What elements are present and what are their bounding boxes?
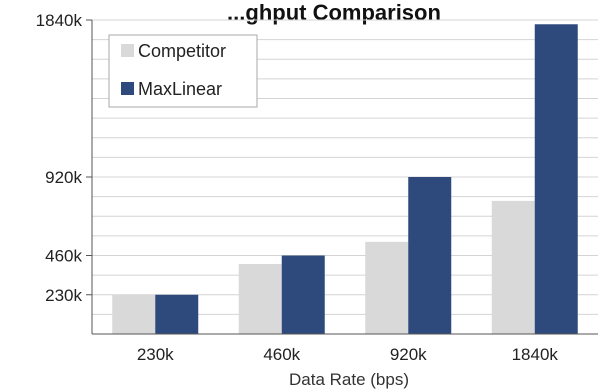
y-axis-ticks: 230k 460k 920k 1840k [36,11,92,305]
legend-swatch-competitor [121,44,134,57]
bar-maxlinear-230k [155,294,199,334]
x-axis-ticks: 230k 460k 920k 1840k [137,345,559,364]
bar-maxlinear-460k [281,255,325,334]
legend-swatch-maxlinear [121,82,134,95]
y-tick-label: 1840k [36,11,83,30]
bar-competitor-1840k [491,200,535,334]
bar-maxlinear-920k [408,177,452,334]
gridlines [92,19,598,315]
chart-title: ...ghput Comparison [227,0,441,25]
x-tick-label: 1840k [512,345,559,364]
bars [112,24,578,335]
legend-label-maxlinear: MaxLinear [138,79,222,99]
bar-maxlinear-1840k [534,24,578,335]
x-axis-label: Data Rate (bps) [289,370,409,389]
x-tick-label: 230k [137,345,174,364]
x-tick-label: 920k [390,345,427,364]
legend-label-competitor: Competitor [138,41,226,61]
bar-competitor-920k [365,241,409,334]
y-tick-label: 460k [45,247,82,266]
x-tick-label: 460k [263,345,300,364]
bar-competitor-230k [112,294,156,334]
legend: Competitor MaxLinear [108,34,258,108]
y-tick-label: 230k [45,286,82,305]
y-tick-label: 920k [45,168,82,187]
bar-competitor-460k [238,264,282,334]
